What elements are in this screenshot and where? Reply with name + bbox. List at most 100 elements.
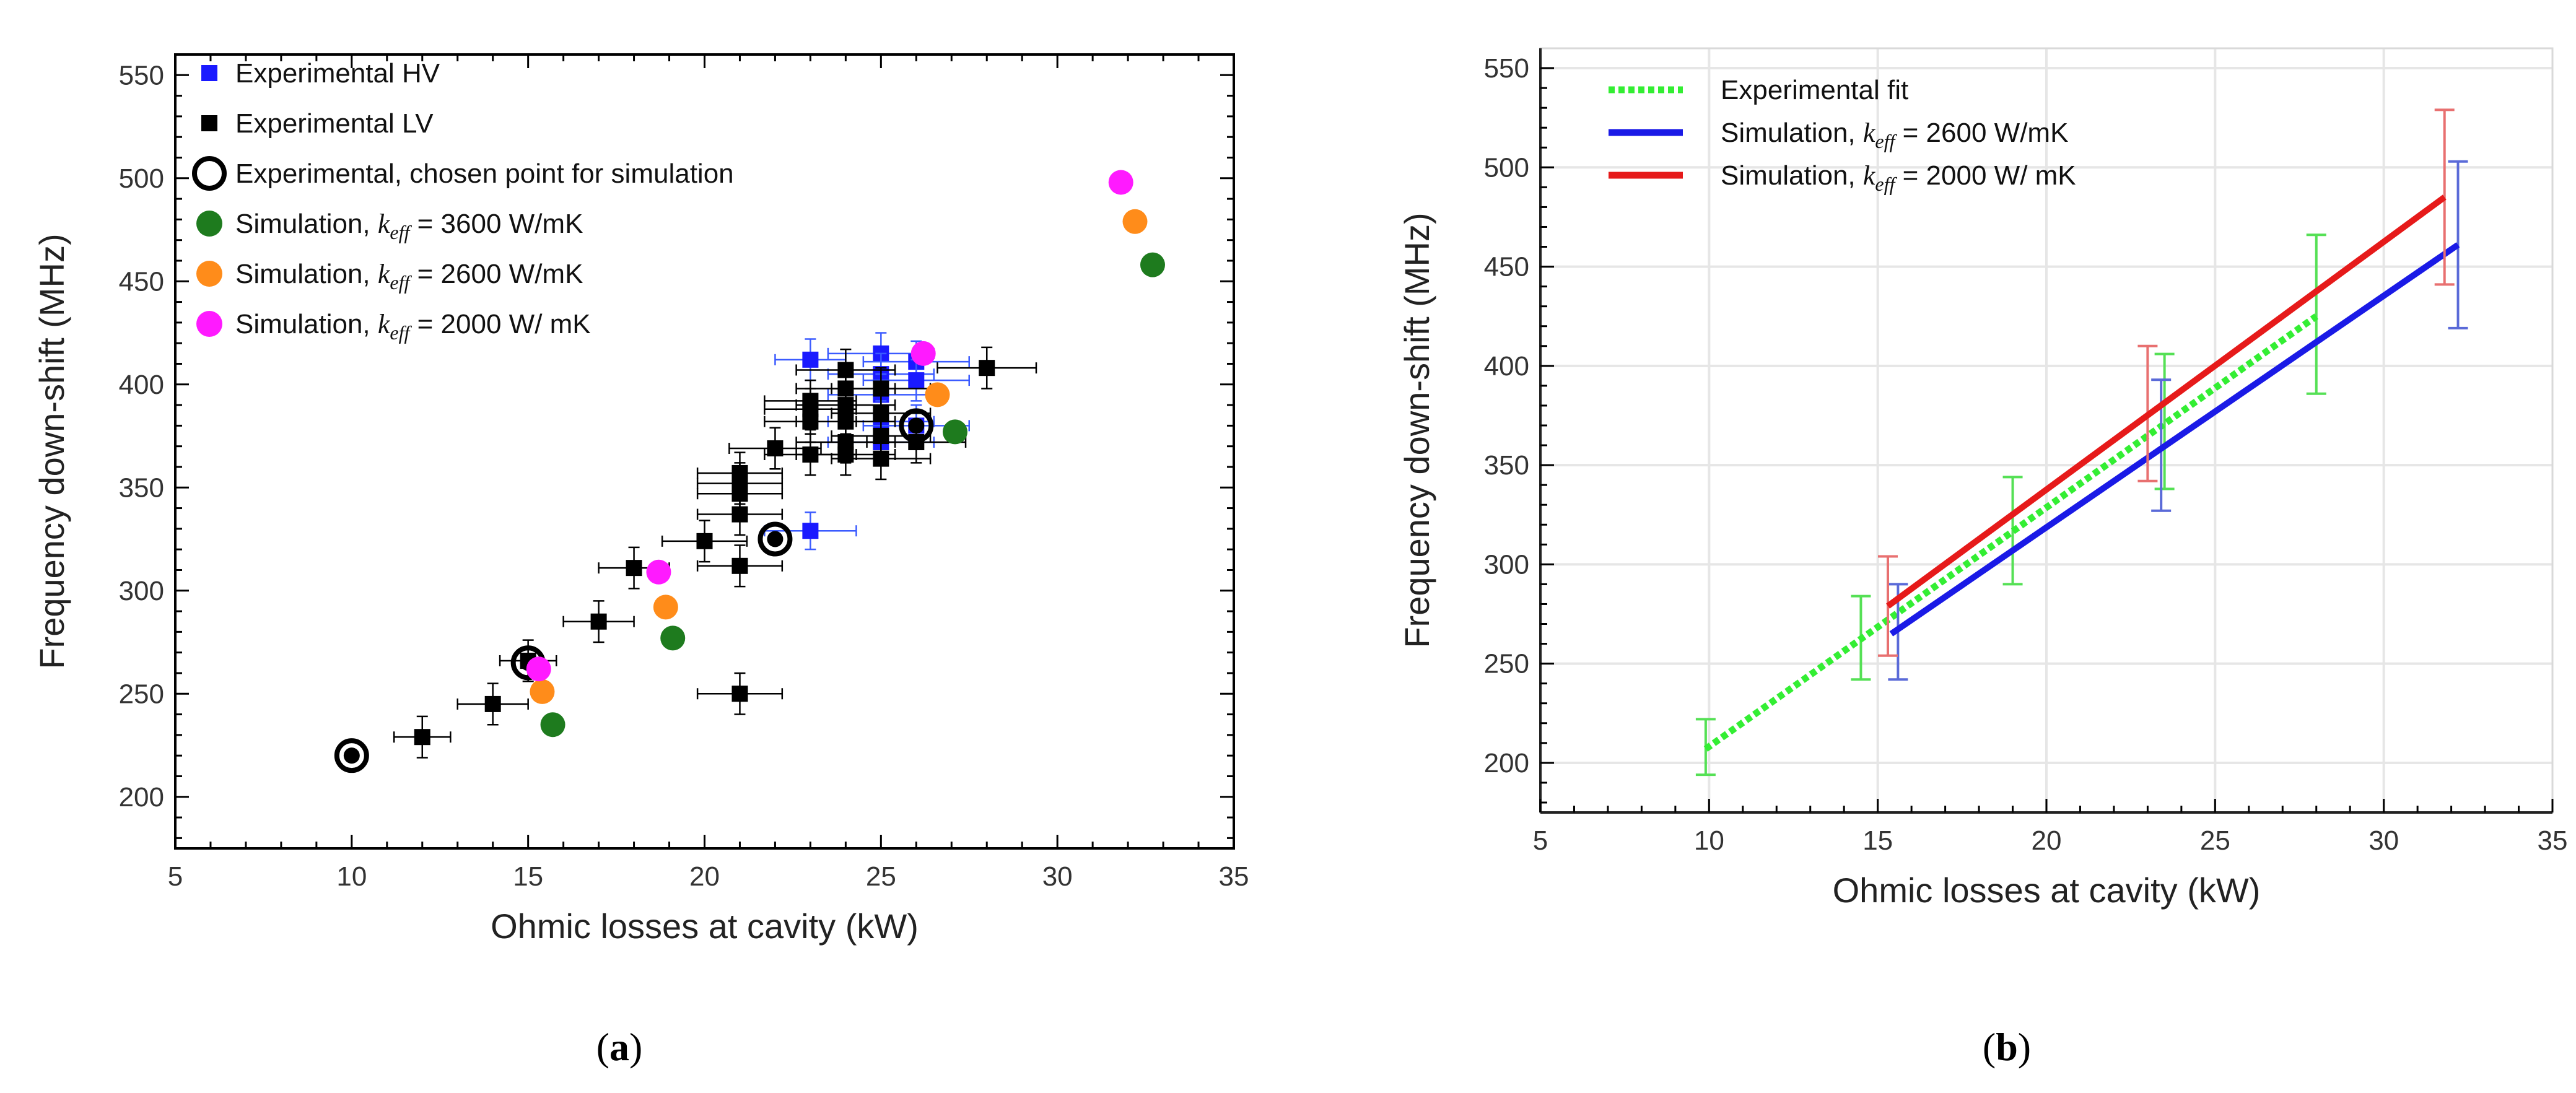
panel-label: (b) <box>1983 1025 2031 1069</box>
y-axis-label: Frequency down-shift (MHz) <box>32 233 71 669</box>
legend-text-part: Experimental fit <box>1721 75 1908 105</box>
x-tick-label: 30 <box>1042 861 1073 892</box>
legend-text-part: Experimental HV <box>235 58 440 89</box>
x-tick-label: 5 <box>1533 825 1548 856</box>
legend-marker <box>196 311 222 337</box>
legend-text-part: = 2600 W/mK <box>409 259 583 289</box>
legend-k-subscript: eff <box>390 321 412 344</box>
y-tick-label: 200 <box>1484 748 1529 778</box>
panel-label-letter: a <box>609 1025 629 1069</box>
chosen-point-center <box>767 531 784 547</box>
legend-item: Experimental HV <box>201 58 440 89</box>
x-tick-label: 25 <box>2200 825 2230 856</box>
chosen-point-circle <box>334 738 369 773</box>
x-tick-label: 25 <box>866 861 896 892</box>
x-axis-label: Ohmic losses at cavity (kW) <box>1833 871 2261 910</box>
data-point <box>414 729 430 746</box>
x-tick-label: 5 <box>168 861 183 892</box>
legend-label: Experimental LV <box>235 108 434 139</box>
data-point <box>925 382 950 407</box>
data-point <box>802 351 819 368</box>
data-point <box>979 360 995 377</box>
x-tick-label: 15 <box>513 861 543 892</box>
data-point <box>1122 209 1148 234</box>
y-tick-label: 500 <box>1484 152 1529 183</box>
data-point <box>802 393 819 409</box>
y-tick-label: 450 <box>119 266 164 297</box>
data-point <box>590 613 607 630</box>
series-2 <box>1878 108 2455 657</box>
chosen-point-circle <box>899 408 934 443</box>
chosen-point-center <box>343 747 360 764</box>
legend-item: Experimental LV <box>201 108 434 139</box>
y-tick-label: 400 <box>119 370 164 400</box>
legend-marker <box>196 211 222 237</box>
legend-k-symbol: k <box>378 259 391 289</box>
legend-label: Simulation, keff = 2600 W/mK <box>1721 118 2068 152</box>
legend-marker <box>192 156 227 191</box>
panel-label-letter: b <box>1996 1025 2018 1069</box>
x-tick-label: 15 <box>1862 825 1893 856</box>
data-point <box>696 533 713 549</box>
panel-label: (a) <box>596 1025 643 1069</box>
x-tick-label: 35 <box>1219 861 1249 892</box>
legend-text-part: Simulation, <box>235 309 378 339</box>
legend-text-part: = 2600 W/mK <box>1895 118 2068 148</box>
data-point <box>484 695 501 712</box>
legend-label: Experimental, chosen point for simulatio… <box>235 159 734 189</box>
legend-text-part: Simulation, <box>235 209 378 239</box>
y-tick-label: 250 <box>119 679 164 709</box>
x-tick-label: 10 <box>1694 825 1724 856</box>
y-tick-label: 300 <box>119 576 164 606</box>
legend-label: Simulation, keff = 2600 W/mK <box>235 259 583 294</box>
legend-label: Simulation, keff = 2000 W/ mK <box>235 309 591 344</box>
chosen-point-center <box>908 417 925 434</box>
legend-text-part: = 2000 W/ mK <box>409 309 590 339</box>
series-2 <box>334 408 934 773</box>
legend-item: Simulation, keff = 2600 W/mK <box>1609 118 2068 152</box>
data-point <box>526 656 551 682</box>
legend-k-subscript: eff <box>1875 130 1897 152</box>
series-1 <box>393 346 1037 759</box>
data-point <box>626 560 642 577</box>
y-tick-label: 450 <box>1484 252 1529 282</box>
legend-label: Simulation, keff = 3600 W/mK <box>235 209 583 243</box>
legend-item: Experimental fit <box>1609 75 1908 105</box>
x-tick-label: 20 <box>689 861 720 892</box>
legend-marker <box>201 65 217 81</box>
series-4 <box>530 209 1148 704</box>
y-tick-label: 350 <box>1484 450 1529 481</box>
data-point <box>767 440 784 457</box>
legend-text-part: Simulation, <box>1721 118 1863 148</box>
data-point <box>908 372 925 389</box>
data-point <box>530 679 555 704</box>
legend-text-part: Simulation, <box>235 259 378 289</box>
legend-text-part: Simulation, <box>1721 160 1863 191</box>
data-point <box>802 523 819 539</box>
data-point <box>942 419 967 445</box>
data-point <box>660 625 686 651</box>
simulation-line <box>1886 194 2447 609</box>
legend-label: Simulation, keff = 2000 W/ mK <box>1721 160 2076 195</box>
x-tick-label: 30 <box>2369 825 2399 856</box>
legend-marker <box>196 261 222 287</box>
series-5 <box>526 170 1133 682</box>
fit-line <box>1703 313 2318 752</box>
data-point <box>653 594 678 620</box>
legend-k-subscript: eff <box>1875 173 1897 195</box>
chosen-point-circle <box>758 521 793 557</box>
legend-item: Simulation, keff = 2600 W/mK <box>196 259 583 294</box>
panel-label-paren: ) <box>629 1025 642 1069</box>
data-point <box>540 712 565 738</box>
data-point <box>1108 170 1133 195</box>
data-point <box>837 362 854 378</box>
legend-k-symbol: k <box>1863 160 1876 191</box>
y-tick-label: 500 <box>119 163 164 194</box>
panel-label-paren: ( <box>596 1025 609 1069</box>
series-3 <box>540 252 1165 738</box>
legend-label: Experimental HV <box>235 58 440 89</box>
y-tick-label: 400 <box>1484 351 1529 381</box>
legend-item: Simulation, keff = 3600 W/mK <box>196 209 583 243</box>
data-point <box>731 464 748 481</box>
